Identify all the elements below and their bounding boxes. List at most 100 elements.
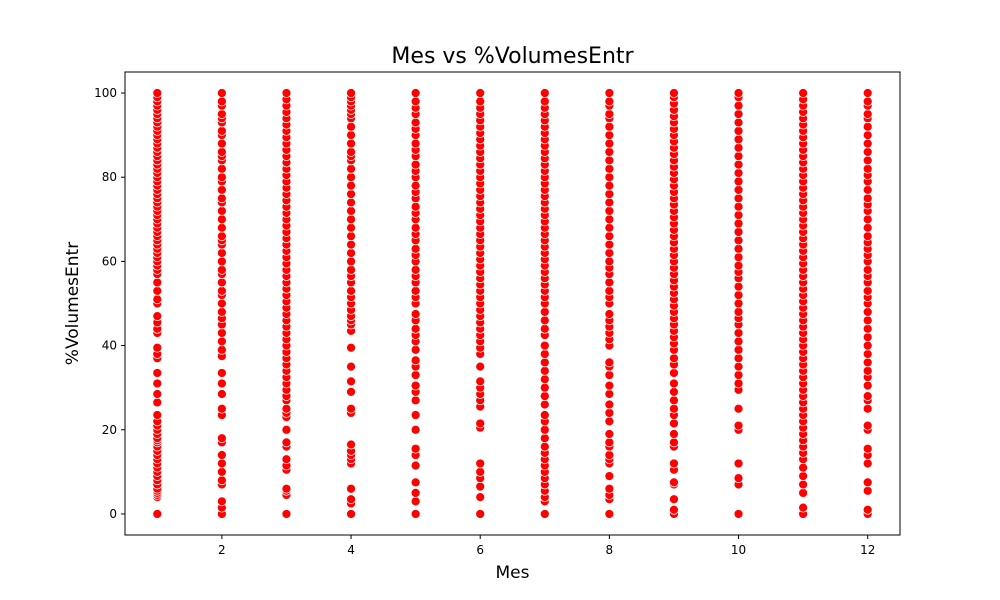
scatter-point — [410, 88, 421, 98]
scatter-point — [862, 88, 873, 98]
scatter-point — [604, 483, 615, 494]
scatter-point — [410, 380, 421, 391]
scatter-point — [217, 336, 227, 347]
scatter-point — [733, 227, 744, 237]
scatter-point — [346, 172, 356, 183]
scatter-point — [539, 315, 550, 326]
scatter-point — [281, 483, 292, 494]
scatter-point — [410, 264, 421, 275]
scatter-point — [281, 424, 292, 435]
scatter-point — [217, 277, 227, 288]
scatter-point — [539, 365, 550, 376]
scatter-point — [604, 121, 615, 132]
scatter-point — [669, 378, 679, 389]
scatter-point — [862, 458, 873, 469]
scatter-point — [733, 403, 744, 414]
points-layer — [152, 88, 873, 519]
scatter-point — [604, 357, 615, 368]
scatter-point — [798, 479, 808, 490]
scatter-point — [862, 222, 873, 233]
scatter-point — [475, 458, 486, 469]
scatter-point — [539, 509, 550, 519]
scatter-point — [604, 309, 615, 319]
scatter-point — [733, 193, 744, 204]
scatter-point — [862, 155, 873, 166]
scatter-point — [217, 378, 227, 389]
scatter-point — [862, 163, 873, 174]
scatter-point — [346, 197, 356, 208]
scatter-point — [604, 389, 615, 399]
scatter-point — [604, 248, 615, 258]
scatter-point — [669, 88, 679, 98]
scatter-point — [733, 210, 744, 220]
scatter-point — [217, 328, 227, 338]
scatter-point — [733, 88, 744, 98]
scatter-point — [281, 509, 292, 519]
scatter-point — [604, 147, 615, 157]
scatter-point — [475, 96, 486, 107]
scatter-point — [475, 492, 486, 502]
scatter-point — [669, 368, 679, 378]
scatter-point — [604, 138, 615, 149]
scatter-point — [604, 239, 615, 250]
scatter-point — [798, 88, 808, 98]
scatter-point — [604, 380, 615, 391]
scatter-point — [604, 88, 615, 98]
scatter-point — [346, 147, 356, 157]
scatter-point — [604, 437, 615, 448]
scatter-point — [346, 264, 356, 275]
scatter-point — [217, 285, 227, 296]
scatter-point — [539, 323, 550, 334]
scatter-point — [410, 460, 421, 471]
scatter-point — [862, 109, 873, 119]
scatter-point — [346, 256, 356, 267]
scatter-point — [410, 117, 421, 128]
scatter-point — [217, 96, 227, 107]
scatter-point — [669, 494, 679, 505]
scatter-point — [346, 342, 356, 353]
scatter-point — [539, 357, 550, 368]
scatter-point — [604, 285, 615, 296]
scatter-point — [733, 151, 744, 162]
scatter-point — [539, 340, 550, 351]
scatter-point — [152, 88, 163, 98]
scatter-point — [281, 454, 292, 465]
scatter-point — [604, 231, 615, 242]
scatter-point — [410, 222, 421, 233]
scatter-point — [604, 155, 615, 166]
scatter-point — [733, 243, 744, 254]
scatter-point — [346, 206, 356, 216]
scatter-point — [669, 353, 679, 364]
scatter-point — [733, 117, 744, 128]
scatter-point — [798, 462, 808, 473]
scatter-point — [733, 142, 744, 153]
scatter-point — [346, 403, 356, 414]
scatter-point — [217, 450, 227, 460]
scatter-point — [604, 109, 615, 119]
scatter-point — [733, 281, 744, 292]
scatter-point — [733, 235, 744, 246]
scatter-point — [346, 231, 356, 242]
y-axis-label: %VolumesEntr — [63, 242, 83, 365]
scatter-point — [346, 509, 356, 519]
scatter-point — [346, 361, 356, 372]
scatter-point — [152, 389, 163, 399]
scatter-point — [862, 307, 873, 317]
scatter-point — [733, 218, 744, 229]
scatter-point — [604, 206, 615, 216]
scatter-point — [217, 184, 227, 195]
scatter-point — [217, 433, 227, 444]
scatter-point — [733, 336, 744, 347]
scatter-point — [410, 138, 421, 149]
scatter-point — [410, 488, 421, 498]
scatter-point — [410, 309, 421, 319]
scatter-point — [604, 408, 615, 418]
scatter-point — [733, 201, 744, 212]
scatter-point — [217, 231, 227, 242]
scatter-point — [539, 399, 550, 410]
scatter-point — [862, 138, 873, 149]
scatter-point — [604, 189, 615, 199]
scatter-point — [217, 138, 227, 149]
scatter-point — [346, 138, 356, 149]
